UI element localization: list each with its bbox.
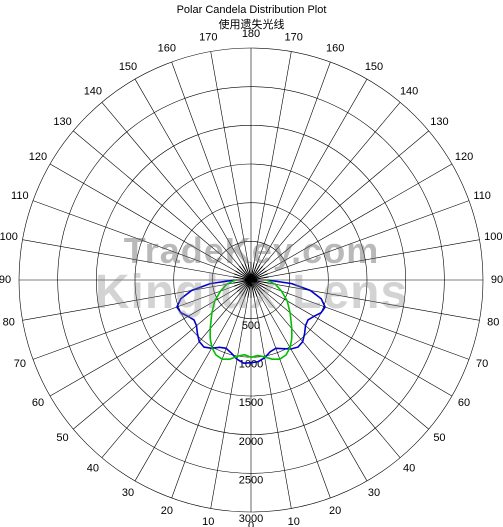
svg-text:100: 100 bbox=[0, 231, 18, 243]
svg-text:180: 180 bbox=[242, 28, 260, 40]
svg-text:20: 20 bbox=[161, 505, 173, 517]
polar-chart: 0101020203030404050506060707080809090100… bbox=[0, 0, 503, 527]
svg-text:60: 60 bbox=[32, 397, 44, 409]
svg-text:2500: 2500 bbox=[239, 475, 263, 487]
svg-text:20: 20 bbox=[329, 505, 341, 517]
svg-text:170: 170 bbox=[285, 32, 303, 44]
svg-text:40: 40 bbox=[87, 462, 99, 474]
svg-text:160: 160 bbox=[326, 43, 344, 55]
svg-text:80: 80 bbox=[487, 317, 499, 329]
svg-text:2000: 2000 bbox=[239, 436, 263, 448]
svg-text:30: 30 bbox=[122, 487, 134, 499]
svg-text:150: 150 bbox=[119, 61, 137, 73]
svg-text:40: 40 bbox=[403, 462, 415, 474]
svg-text:50: 50 bbox=[56, 432, 68, 444]
svg-text:140: 140 bbox=[84, 85, 102, 97]
svg-text:70: 70 bbox=[476, 358, 488, 370]
svg-text:160: 160 bbox=[158, 43, 176, 55]
svg-text:170: 170 bbox=[199, 32, 217, 44]
svg-text:1500: 1500 bbox=[239, 397, 263, 409]
svg-text:70: 70 bbox=[14, 358, 26, 370]
svg-text:500: 500 bbox=[242, 320, 260, 332]
svg-text:10: 10 bbox=[202, 516, 214, 527]
svg-text:120: 120 bbox=[29, 151, 47, 163]
svg-text:130: 130 bbox=[53, 116, 71, 128]
svg-text:100: 100 bbox=[484, 231, 502, 243]
svg-text:50: 50 bbox=[433, 432, 445, 444]
svg-text:150: 150 bbox=[365, 61, 383, 73]
svg-text:80: 80 bbox=[3, 317, 15, 329]
svg-text:130: 130 bbox=[430, 116, 448, 128]
svg-text:120: 120 bbox=[455, 151, 473, 163]
svg-text:3000: 3000 bbox=[239, 513, 263, 525]
svg-text:90: 90 bbox=[0, 274, 11, 286]
svg-text:110: 110 bbox=[11, 190, 29, 202]
svg-text:90: 90 bbox=[491, 274, 503, 286]
svg-text:30: 30 bbox=[368, 487, 380, 499]
svg-text:10: 10 bbox=[288, 516, 300, 527]
svg-text:140: 140 bbox=[400, 85, 418, 97]
svg-text:110: 110 bbox=[473, 190, 491, 202]
svg-text:60: 60 bbox=[458, 397, 470, 409]
